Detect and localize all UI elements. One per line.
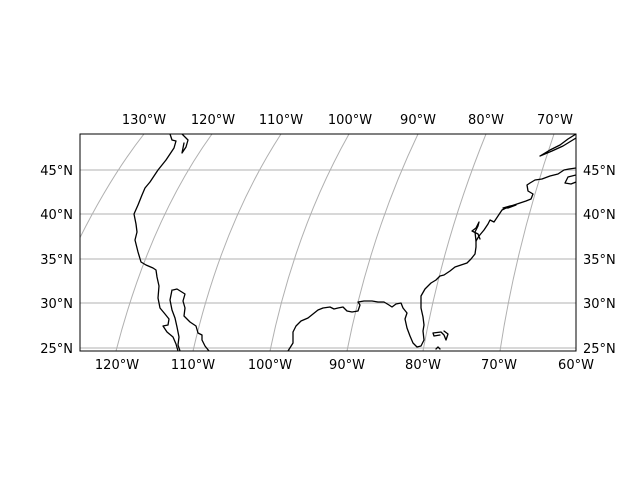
right-lat-label: 25°N [583,342,616,357]
top-lon-labels: 130°W 120°W 110°W 100°W 90°W 80°W 70°W [122,113,573,128]
st-lawrence-coast [539,134,576,157]
lon-gridline-110w [192,134,282,351]
map-frame [79,133,577,352]
bottom-lon-label: 120°W [95,358,139,373]
pacific-coastline [133,134,179,351]
gulf-coast [287,240,477,351]
coastlines [133,134,576,351]
map-axes: 130°W 120°W 110°W 100°W 90°W 80°W 70°W 1… [40,113,616,373]
long-island-coast [502,204,517,209]
lon-gridline-120w [115,134,213,351]
bahamas-coast [432,330,449,341]
bottom-lon-labels: 120°W 110°W 100°W 90°W 80°W 70°W 60°W [95,358,594,373]
lon-gridline-130w [80,134,145,239]
puget-sound-coast [181,134,189,154]
left-lat-label: 30°N [40,297,73,312]
lon-gridline-90w [346,134,419,351]
top-lon-label: 110°W [259,113,303,128]
bottom-lon-label: 100°W [248,358,292,373]
lon-gridline-80w [422,134,487,351]
right-lat-label: 40°N [583,208,616,223]
lon-gridline-70w [499,134,555,351]
top-lon-label: 100°W [328,113,372,128]
top-lon-label: 120°W [191,113,235,128]
top-lon-label: 70°W [537,113,573,128]
chesapeake-bay-coast [471,221,481,242]
bottom-lon-label: 70°W [481,358,517,373]
florida-keys-coast [435,346,441,350]
baja-coast [169,289,181,351]
bottom-lon-label: 80°W [405,358,441,373]
gulf-of-california-coast [172,288,210,351]
lon-gridline-100w [269,134,350,351]
top-lon-label: 130°W [122,113,166,128]
top-lon-label: 80°W [468,113,504,128]
left-lat-label: 25°N [40,342,73,357]
left-lat-label: 45°N [40,164,73,179]
right-lat-label: 30°N [583,297,616,312]
left-lat-labels: 45°N 40°N 35°N 30°N 25°N [40,164,73,357]
gridlines [80,134,576,351]
left-lat-label: 35°N [40,253,73,268]
right-lat-labels: 45°N 40°N 35°N 30°N 25°N [583,164,616,357]
top-lon-label: 90°W [400,113,436,128]
left-lat-label: 40°N [40,208,73,223]
atlantic-coastline [475,167,576,242]
right-lat-label: 35°N [583,253,616,268]
bottom-lon-label: 60°W [558,358,594,373]
bottom-lon-label: 90°W [329,358,365,373]
bottom-lon-label: 110°W [171,358,215,373]
nova-scotia-coast [564,174,576,185]
right-lat-label: 45°N [583,164,616,179]
